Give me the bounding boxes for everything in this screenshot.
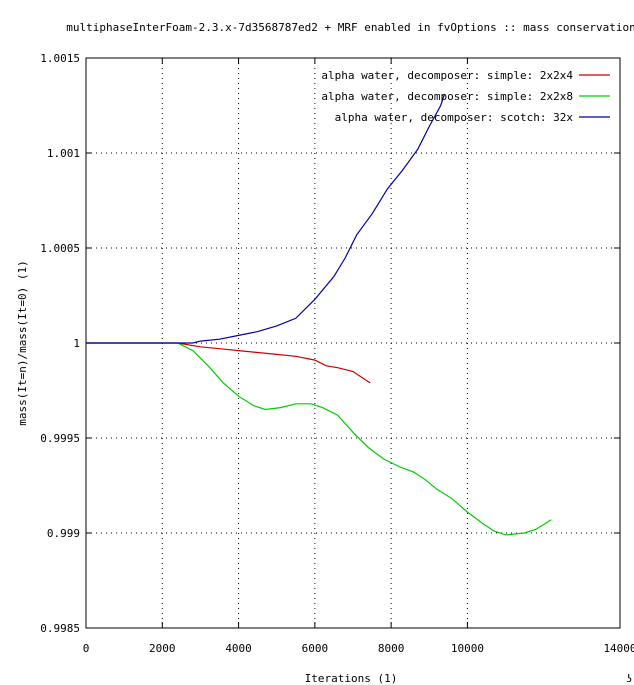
legend-label: alpha water, decomposer: simple: 2x2x4 [321,69,573,82]
x-tick-label: 4000 [225,642,252,655]
legend-label: alpha water, decomposer: simple: 2x2x8 [321,90,573,103]
series-line-1 [86,342,371,384]
corner-mark: ʖ [626,672,633,685]
legend: alpha water, decomposer: simple: 2x2x4 al… [321,69,610,124]
x-tick-label: 10000 [451,642,484,655]
x-tick-label: 14000 [603,642,634,655]
y-tick-label: 1 [73,337,80,350]
y-tick-label: 0.9995 [40,432,80,445]
x-tick-label: 2000 [149,642,176,655]
x-tick-label: 6000 [302,642,329,655]
x-axis-label: Iterations (1) [305,672,398,685]
axis-ticks: 0 2000 4000 6000 8000 10000 14000 0.9985 0.999 0.… [40,52,634,655]
y-tick-label: 1.001 [47,147,80,160]
x-tick-label: 0 [83,642,90,655]
legend-label: alpha water, decomposer: scotch: 32x [335,111,574,124]
y-axis-label: mass(It=n)/mass(It=0) (1) [16,260,29,426]
series-lines [86,93,552,536]
y-tick-label: 0.999 [47,527,80,540]
y-tick-label: 0.9985 [40,622,80,635]
y-tick-label: 1.0005 [40,242,80,255]
series-line-3 [86,93,446,344]
chart-title: multiphaseInterFoam-2.3.x-7d3568787ed2 +… [66,21,634,34]
series-line-2 [86,342,552,536]
grid-lines [86,58,620,628]
y-tick-label: 1.0015 [40,52,80,65]
x-tick-label: 8000 [378,642,405,655]
